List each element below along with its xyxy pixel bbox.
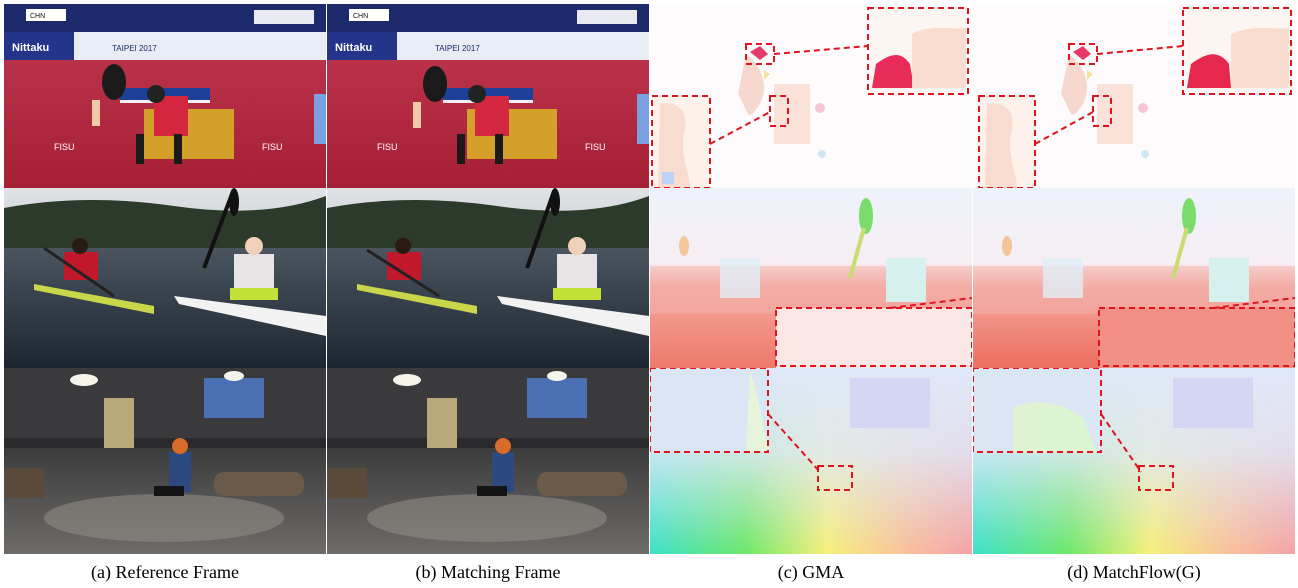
caption-gma: (c) GMA [777,562,845,582]
matchflow-flow-row2 [973,188,1295,368]
floor-logo-text-left: FISU [377,142,398,152]
caption-matching-frame: (b) Matching Frame [415,562,561,582]
banner-event-text: TAIPEI 2017 [112,44,157,53]
highlight-box [973,368,1102,453]
reference-frame-row1: Nittaku TAIPEI 2017 CHN FISU FISU [4,4,326,188]
caption-matchflow: (d) MatchFlow(G) [1067,562,1201,582]
highlight-box [1068,43,1098,65]
gma-flow-row1 [650,4,972,188]
floor-logo-text-right: FISU [262,142,283,152]
matching-frame-row1: Nittaku TAIPEI 2017 CHN FISU FISU [327,4,649,188]
score-label-text: CHN [30,13,45,20]
gma-flow-row3 [650,368,972,554]
highlight-box [651,95,711,188]
highlight-box [769,95,789,127]
reference-frame-row2 [4,188,326,368]
highlight-box [1092,95,1112,127]
floor-logo-text-left: FISU [54,142,75,152]
highlight-box [867,7,969,95]
matchflow-flow-row3 [973,368,1295,554]
reference-frame-row3 [4,368,326,554]
banner-event-text: TAIPEI 2017 [435,44,480,53]
highlight-box [1182,7,1292,95]
matchflow-flow-row1 [973,4,1295,188]
banner-brand-text: Nittaku [335,42,372,54]
banner-brand-text: Nittaku [12,42,49,54]
matching-frame-row3 [327,368,649,554]
highlight-box [650,368,769,453]
floor-logo-text-right: FISU [585,142,606,152]
highlight-box [978,95,1036,188]
highlight-box [817,465,853,491]
highlight-box [1098,307,1295,367]
gma-flow-row2 [650,188,972,368]
highlight-box [1138,465,1174,491]
highlight-box [745,43,775,65]
score-label-text: CHN [353,13,368,20]
caption-reference-frame: (a) Reference Frame [91,562,239,582]
matching-frame-row2 [327,188,649,368]
highlight-box [775,307,972,367]
